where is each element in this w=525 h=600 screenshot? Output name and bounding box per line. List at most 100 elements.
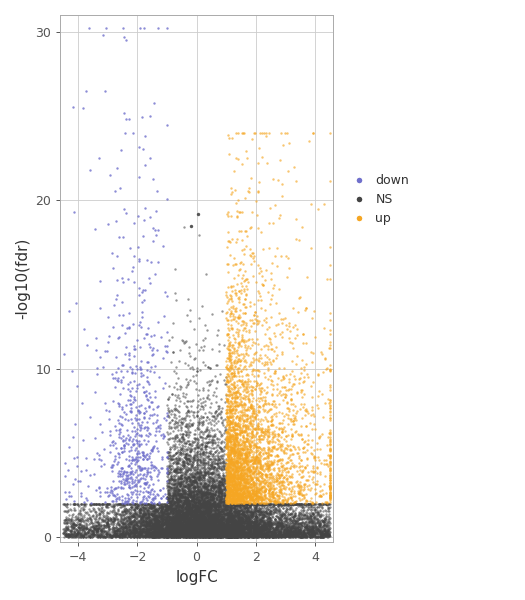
Point — [239, 493, 248, 502]
Point — [243, 468, 251, 478]
Point — [163, 461, 172, 471]
Point — [150, 330, 159, 340]
Point — [139, 515, 147, 524]
Point — [303, 524, 312, 534]
Point — [229, 422, 237, 432]
Point — [223, 478, 232, 488]
Point — [152, 512, 160, 521]
Point — [218, 524, 227, 533]
Point — [140, 520, 148, 530]
Point — [170, 529, 178, 538]
Point — [175, 521, 183, 530]
Point — [224, 437, 232, 446]
Point — [240, 266, 249, 276]
Point — [238, 470, 247, 479]
Point — [213, 514, 222, 523]
Point — [182, 436, 191, 446]
Point — [204, 499, 212, 508]
Point — [268, 460, 277, 469]
Point — [227, 527, 236, 536]
Point — [290, 463, 299, 472]
Point — [232, 448, 240, 457]
Point — [231, 511, 239, 520]
Point — [226, 424, 234, 434]
Point — [156, 530, 164, 540]
Point — [221, 502, 229, 511]
Point — [163, 463, 172, 473]
Point — [165, 523, 174, 533]
Point — [205, 507, 213, 517]
Point — [166, 521, 174, 530]
Point — [216, 511, 225, 521]
Point — [134, 528, 143, 538]
Point — [292, 499, 300, 509]
Point — [300, 502, 308, 512]
Point — [204, 490, 213, 499]
Point — [313, 527, 322, 537]
Point — [181, 519, 190, 529]
Point — [257, 515, 265, 525]
Point — [196, 509, 205, 519]
Point — [166, 526, 175, 536]
Point — [208, 390, 217, 400]
Point — [178, 521, 186, 531]
Point — [227, 496, 235, 505]
Point — [303, 521, 311, 531]
Point — [258, 521, 266, 530]
Point — [246, 508, 255, 517]
Point — [260, 532, 269, 542]
Point — [253, 491, 261, 500]
Point — [194, 424, 203, 434]
Point — [238, 506, 247, 515]
Point — [160, 413, 168, 423]
Point — [194, 488, 203, 497]
Point — [191, 444, 199, 454]
Point — [160, 502, 169, 512]
Point — [173, 455, 181, 464]
Point — [224, 355, 233, 364]
Point — [68, 102, 77, 112]
Point — [173, 515, 181, 524]
Point — [135, 532, 143, 542]
Point — [242, 427, 250, 436]
Point — [173, 508, 182, 517]
Point — [234, 464, 243, 474]
Point — [151, 515, 160, 525]
Point — [257, 472, 266, 481]
Point — [173, 529, 181, 539]
Point — [276, 476, 284, 485]
Point — [87, 522, 95, 532]
Point — [205, 529, 214, 539]
Point — [271, 470, 280, 480]
Point — [185, 479, 193, 488]
Point — [110, 507, 119, 517]
Point — [319, 532, 327, 542]
Point — [301, 520, 310, 529]
Point — [239, 517, 247, 526]
Point — [255, 529, 264, 539]
Point — [288, 530, 297, 539]
Point — [224, 508, 232, 518]
Point — [276, 520, 284, 530]
Point — [227, 343, 236, 352]
Point — [238, 235, 246, 245]
Point — [234, 506, 242, 515]
Point — [249, 401, 257, 411]
Point — [302, 532, 310, 541]
Point — [248, 421, 256, 431]
Point — [173, 517, 181, 527]
Point — [154, 505, 162, 515]
Point — [204, 523, 212, 532]
Point — [77, 467, 86, 476]
Point — [228, 434, 237, 444]
Point — [62, 499, 71, 509]
Point — [203, 522, 212, 532]
Point — [230, 346, 239, 356]
Point — [196, 454, 204, 463]
Point — [238, 443, 246, 453]
Point — [274, 512, 282, 522]
Point — [265, 400, 273, 409]
Point — [239, 532, 248, 541]
Point — [252, 524, 260, 534]
Point — [201, 520, 209, 529]
